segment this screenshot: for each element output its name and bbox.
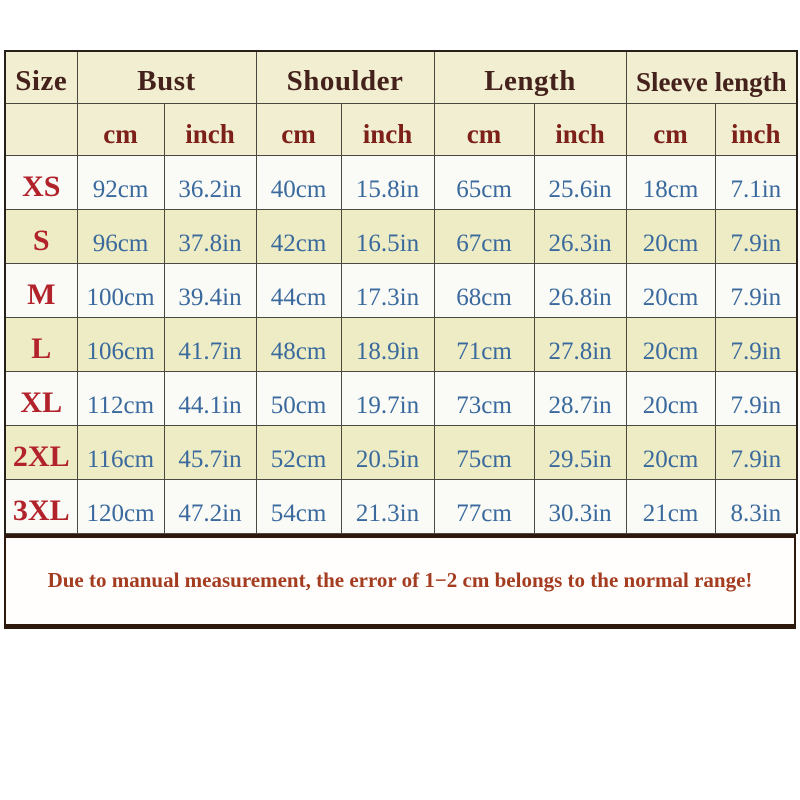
value-cell: 41.7in — [163, 316, 257, 372]
size-cell: XS — [4, 154, 78, 210]
value-cell: 27.8in — [533, 316, 627, 372]
value-cell: 75cm — [433, 424, 535, 480]
value-cell: 44.1in — [163, 370, 257, 426]
unit-header-row: cm inch cm inch cm inch cm inch — [4, 102, 798, 156]
value-cell: 96cm — [76, 208, 165, 264]
value-cell: 26.8in — [533, 262, 627, 318]
value-cell: 77cm — [433, 478, 535, 534]
table-row-xl: XL 112cm 44.1in 50cm 19.7in 73cm 28.7in … — [4, 370, 798, 426]
measurement-note-box: Due to manual measurement, the error of … — [4, 533, 796, 629]
value-cell: 73cm — [433, 370, 535, 426]
unit-sleeve-inch: inch — [714, 102, 798, 156]
value-cell: 20.5in — [340, 424, 435, 480]
value-cell: 106cm — [76, 316, 165, 372]
value-cell: 20cm — [625, 424, 716, 480]
value-cell: 7.9in — [714, 208, 798, 264]
value-cell: 37.8in — [163, 208, 257, 264]
value-cell: 7.9in — [714, 370, 798, 426]
value-cell: 48cm — [255, 316, 342, 372]
value-cell: 116cm — [76, 424, 165, 480]
value-cell: 26.3in — [533, 208, 627, 264]
value-cell: 36.2in — [163, 154, 257, 210]
value-cell: 28.7in — [533, 370, 627, 426]
unit-length-inch: inch — [533, 102, 627, 156]
size-cell: M — [4, 262, 78, 318]
header-size: Size — [4, 50, 78, 104]
value-cell: 19.7in — [340, 370, 435, 426]
size-cell: 3XL — [4, 478, 78, 534]
value-cell: 45.7in — [163, 424, 257, 480]
value-cell: 30.3in — [533, 478, 627, 534]
unit-length-cm: cm — [433, 102, 535, 156]
header-sleeve-length: Sleeve length — [625, 50, 798, 104]
value-cell: 25.6in — [533, 154, 627, 210]
size-cell: XL — [4, 370, 78, 426]
unit-bust-inch: inch — [163, 102, 257, 156]
size-chart-page: Size Bust Shoulder Length Sleeve length … — [4, 50, 799, 629]
table-row-l: L 106cm 41.7in 48cm 18.9in 71cm 27.8in 2… — [4, 316, 798, 372]
value-cell: 44cm — [255, 262, 342, 318]
unit-empty-cell — [4, 102, 78, 156]
table-row-xs: XS 92cm 36.2in 40cm 15.8in 65cm 25.6in 1… — [4, 154, 798, 210]
value-cell: 15.8in — [340, 154, 435, 210]
table-header-row: Size Bust Shoulder Length Sleeve length — [4, 50, 798, 104]
value-cell: 16.5in — [340, 208, 435, 264]
table-row-m: M 100cm 39.4in 44cm 17.3in 68cm 26.8in 2… — [4, 262, 798, 318]
value-cell: 20cm — [625, 208, 716, 264]
value-cell: 20cm — [625, 316, 716, 372]
measurement-note-text: Due to manual measurement, the error of … — [47, 568, 753, 592]
value-cell: 120cm — [76, 478, 165, 534]
value-cell: 39.4in — [163, 262, 257, 318]
value-cell: 50cm — [255, 370, 342, 426]
header-shoulder: Shoulder — [255, 50, 435, 104]
header-bust: Bust — [76, 50, 257, 104]
unit-shoulder-cm: cm — [255, 102, 342, 156]
value-cell: 20cm — [625, 262, 716, 318]
value-cell: 20cm — [625, 370, 716, 426]
value-cell: 7.9in — [714, 262, 798, 318]
table-row-s: S 96cm 37.8in 42cm 16.5in 67cm 26.3in 20… — [4, 208, 798, 264]
value-cell: 52cm — [255, 424, 342, 480]
value-cell: 21cm — [625, 478, 716, 534]
value-cell: 68cm — [433, 262, 535, 318]
value-cell: 47.2in — [163, 478, 257, 534]
size-cell: 2XL — [4, 424, 78, 480]
header-length: Length — [433, 50, 627, 104]
value-cell: 92cm — [76, 154, 165, 210]
value-cell: 67cm — [433, 208, 535, 264]
value-cell: 54cm — [255, 478, 342, 534]
value-cell: 8.3in — [714, 478, 798, 534]
value-cell: 7.9in — [714, 316, 798, 372]
value-cell: 17.3in — [340, 262, 435, 318]
value-cell: 7.1in — [714, 154, 798, 210]
value-cell: 71cm — [433, 316, 535, 372]
value-cell: 112cm — [76, 370, 165, 426]
size-chart-table: Size Bust Shoulder Length Sleeve length … — [4, 50, 799, 534]
value-cell: 100cm — [76, 262, 165, 318]
table-row-2xl: 2XL 116cm 45.7in 52cm 20.5in 75cm 29.5in… — [4, 424, 798, 480]
value-cell: 21.3in — [340, 478, 435, 534]
table-row-3xl: 3XL 120cm 47.2in 54cm 21.3in 77cm 30.3in… — [4, 478, 798, 534]
unit-bust-cm: cm — [76, 102, 165, 156]
size-cell: S — [4, 208, 78, 264]
unit-shoulder-inch: inch — [340, 102, 435, 156]
size-cell: L — [4, 316, 78, 372]
value-cell: 7.9in — [714, 424, 798, 480]
value-cell: 65cm — [433, 154, 535, 210]
value-cell: 40cm — [255, 154, 342, 210]
value-cell: 29.5in — [533, 424, 627, 480]
value-cell: 18cm — [625, 154, 716, 210]
unit-sleeve-cm: cm — [625, 102, 716, 156]
value-cell: 42cm — [255, 208, 342, 264]
value-cell: 18.9in — [340, 316, 435, 372]
